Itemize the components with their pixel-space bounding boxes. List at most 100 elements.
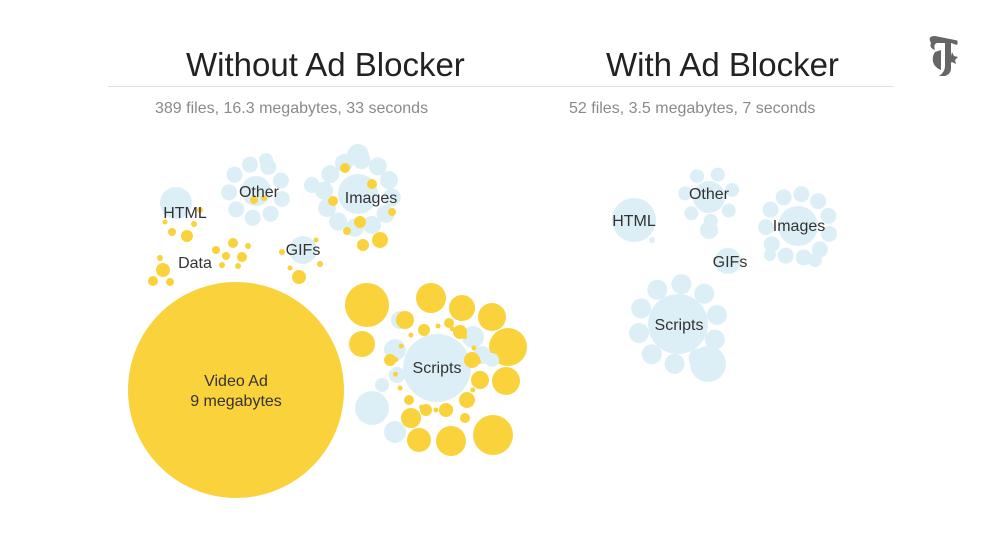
images-file-bubble (764, 249, 776, 261)
images-file-bubble (368, 157, 387, 176)
data-ad-bubble (219, 262, 225, 268)
scripts-file-bubble (706, 304, 727, 325)
html-file-bubble (612, 198, 656, 242)
data-ad-bubble (222, 252, 230, 260)
left-panel-title: Without Ad Blocker (186, 46, 465, 83)
scripts-ad-bubble (398, 343, 404, 349)
images-file-bubble (810, 193, 827, 210)
gifs-group-label: GIFs (713, 254, 748, 271)
images-file-bubble (820, 207, 837, 224)
images-ad-bubble (354, 216, 366, 228)
images-file-bubble (763, 236, 780, 253)
other-group-label: Other (239, 184, 280, 201)
images-file-bubble (762, 201, 779, 218)
images-group-label: Images (345, 190, 397, 207)
images-group-label: Images (773, 218, 825, 235)
html-ad-bubble (181, 230, 193, 242)
images-file-bubble (362, 215, 381, 234)
scripts-ad-bubble (471, 345, 477, 351)
scripts-ad-bubble (460, 413, 470, 423)
other-file-bubble (259, 153, 273, 167)
gifs-ad-bubble (292, 270, 306, 284)
images-ad-bubble (372, 232, 388, 248)
right-panel-title: With Ad Blocker (606, 46, 839, 83)
other-file-bubble (678, 186, 693, 201)
images-file-bubble (808, 253, 822, 267)
other-file-bubble (710, 167, 725, 182)
scripts-file-bubble (631, 298, 652, 319)
scripts-ad-bubble (416, 283, 446, 313)
other-file-bubble (262, 205, 279, 222)
data-ad-bubble (156, 263, 170, 277)
scripts-ad-bubble (384, 354, 396, 366)
scripts-ad-bubble (349, 331, 375, 357)
images-ad-bubble (357, 239, 369, 251)
scripts-ad-bubble (444, 318, 454, 328)
images-ad-bubble (328, 196, 338, 206)
images-ad-bubble (343, 227, 351, 235)
other-ad-bubble (261, 195, 267, 201)
video-ad-size-label: 9 megabytes (190, 393, 282, 410)
scripts-ad-bubble (492, 367, 520, 395)
other-file-bubble (721, 203, 736, 218)
images-file-bubble (347, 144, 369, 166)
data-ad-bubble (148, 276, 158, 286)
scripts-ad-bubble (406, 396, 412, 402)
scripts-file-bubble (690, 346, 726, 382)
data-ad-bubble (212, 246, 220, 254)
data-ad-bubble (245, 243, 251, 249)
gifs-file-bubble (715, 248, 741, 274)
scripts-ad-bubble (460, 398, 466, 404)
scripts-ad-bubble (435, 323, 441, 329)
other-file-bubble (724, 182, 739, 197)
html-file-bubble (160, 187, 192, 219)
images-file-bubble (382, 188, 401, 207)
header-divider (108, 86, 894, 87)
scripts-ad-bubble (464, 352, 480, 368)
scripts-file-bubble (671, 274, 692, 295)
right-panel-summary: 52 files, 3.5 megabytes, 7 seconds (569, 100, 816, 117)
data-ad-bubble (235, 263, 241, 269)
scripts-file-bubble (384, 421, 406, 443)
video-ad-label: Video Ad (204, 373, 268, 390)
data-ad-bubble (157, 255, 163, 261)
other-group-label: Other (689, 186, 730, 203)
scripts-ad-bubble (419, 404, 425, 410)
other-file-bubble (273, 190, 290, 207)
nyt-t-logo-icon (921, 30, 963, 82)
images-file-bubble (777, 247, 794, 264)
scripts-ad-bubble (449, 326, 455, 332)
other-file-bubble (272, 172, 289, 189)
images-ad-bubble (340, 163, 350, 173)
gifs-group-label: GIFs (286, 242, 321, 259)
scripts-file-bubble (403, 334, 471, 402)
scripts-ad-bubble (476, 359, 482, 365)
scripts-ad-bubble (478, 303, 506, 331)
scripts-file-bubble (704, 329, 725, 350)
scripts-ad-bubble (449, 295, 475, 321)
scripts-ad-bubble (462, 334, 468, 340)
data-group-label: Data (178, 255, 212, 272)
data-ad-bubble (166, 278, 174, 286)
gifs-ad-bubble (287, 265, 293, 271)
other-file-bubble (244, 209, 261, 226)
html-ad-bubble (168, 228, 176, 236)
gifs-ad-bubble (279, 249, 285, 255)
scripts-ad-bubble (475, 373, 481, 379)
other-file-bubble (690, 169, 705, 184)
images-file-bubble (379, 171, 398, 190)
html-group-label: HTML (163, 205, 207, 222)
scripts-ad-bubble (447, 405, 453, 411)
scripts-group-label: Scripts (655, 317, 704, 334)
images-file-bubble (758, 219, 775, 236)
scripts-ad-bubble (436, 426, 466, 456)
html-group-label: HTML (612, 213, 656, 230)
data-ad-bubble (228, 238, 238, 248)
scripts-group-label: Scripts (413, 360, 462, 377)
html-file-bubble (649, 237, 655, 243)
scripts-ad-bubble (407, 428, 431, 452)
scripts-file-bubble (641, 344, 662, 365)
scripts-ad-bubble (459, 392, 475, 408)
left-panel-summary: 389 files, 16.3 megabytes, 33 seconds (155, 100, 429, 117)
